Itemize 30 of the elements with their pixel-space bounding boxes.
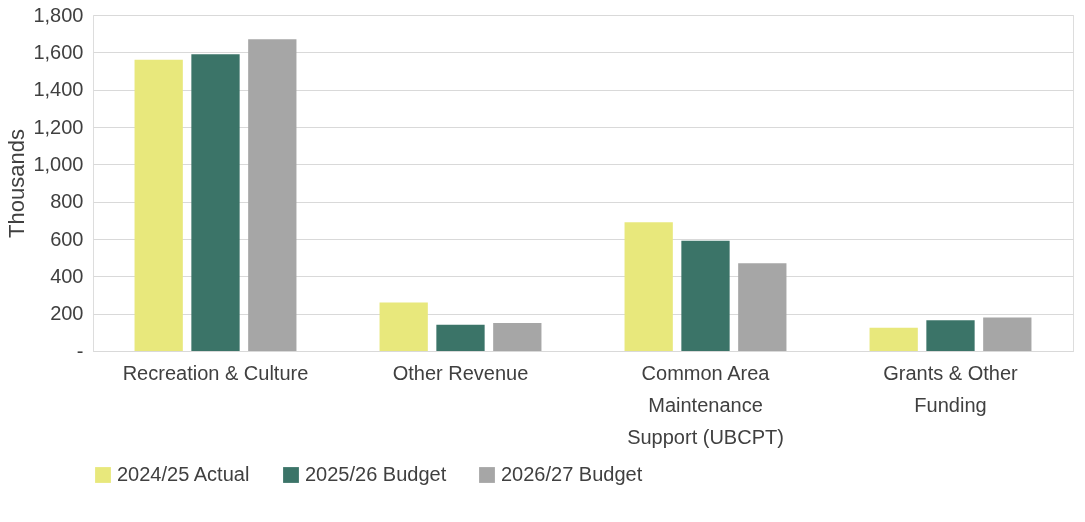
- y-tick-label: 1,000: [33, 152, 84, 175]
- legend-label: 2025/26 Budget: [305, 463, 447, 485]
- y-tick-label: 200: [50, 302, 84, 325]
- y-tick-label: -: [76, 339, 84, 362]
- y-tick-label: 400: [50, 264, 84, 287]
- bar: [248, 39, 297, 351]
- y-tick-label: 1,800: [33, 3, 84, 26]
- y-tick-label: 600: [50, 227, 84, 250]
- bar: [983, 317, 1032, 351]
- y-tick-label: 800: [50, 190, 84, 213]
- y-tick-label: 1,600: [33, 40, 84, 63]
- legend-label: 2024/25 Actual: [117, 463, 250, 485]
- x-tick-label: Other Revenue: [392, 361, 529, 384]
- x-tick-label: Recreation & Culture: [122, 361, 309, 384]
- bar: [681, 240, 730, 351]
- bar: [191, 54, 240, 351]
- x-tick-label: Common Area Maintenance Support (UBCPT): [627, 361, 784, 448]
- bar: [624, 222, 673, 351]
- legend-label: 2026/27 Budget: [501, 463, 643, 485]
- bar: [926, 320, 975, 351]
- bar: [436, 324, 485, 351]
- y-axis-title: Thousands: [4, 129, 30, 238]
- y-tick-label: 1,200: [33, 115, 84, 138]
- bar: [738, 263, 787, 351]
- bar: [134, 59, 183, 351]
- bar: [869, 327, 918, 351]
- y-tick-label: 1,400: [33, 78, 84, 101]
- bar: [379, 302, 428, 351]
- x-tick-label: Grants & Other Funding: [883, 361, 1019, 416]
- bar: [493, 323, 542, 351]
